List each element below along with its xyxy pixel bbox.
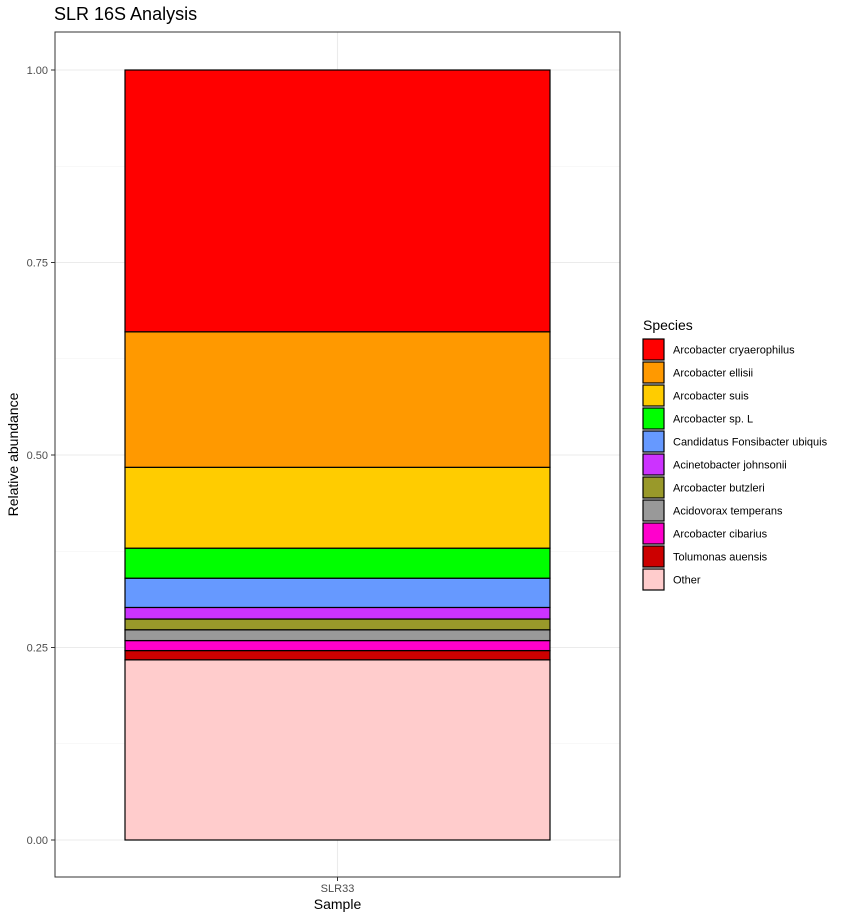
bar-segment-other xyxy=(124,659,551,841)
y-tick-label: 0.50 xyxy=(27,450,48,462)
legend-key xyxy=(642,499,665,522)
bar-segment-tolumonas-auensis xyxy=(124,649,551,661)
chart-title: SLR 16S Analysis xyxy=(54,4,197,24)
bar-segment-arcobacter-sp-l xyxy=(124,547,551,579)
x-axis-title: Sample xyxy=(314,896,362,912)
bar-segment-arcobacter-suis xyxy=(124,466,551,549)
legend-label: Arcobacter cryaerophilus xyxy=(673,345,795,357)
legend-label: Candidatus Fonsibacter ubiquis xyxy=(673,437,828,449)
bar-segment-acinetobacter-johnsonii xyxy=(124,606,551,620)
legend-title: Species xyxy=(643,317,693,333)
legend-key xyxy=(642,338,665,361)
legend-label: Arcobacter suis xyxy=(673,391,749,403)
bar-segment-arcobacter-cryaerophilus xyxy=(124,69,551,333)
y-axis-title: Relative abundance xyxy=(5,392,21,516)
legend-key xyxy=(642,522,665,545)
x-axis: SLR33 xyxy=(321,877,355,895)
bar-segment-candidatus-fonsibacter-ubiquis xyxy=(124,577,551,609)
y-tick-label: 0.00 xyxy=(27,835,48,847)
y-axis: 0.00 0.25 0.50 0.75 1.00 xyxy=(27,65,55,847)
legend-key xyxy=(642,430,665,453)
legend-key xyxy=(642,476,665,499)
legend-label: Arcobacter butzleri xyxy=(673,483,765,495)
bar-segment-arcobacter-butzleri xyxy=(124,618,551,631)
x-tick-label: SLR33 xyxy=(321,883,355,895)
legend-key xyxy=(642,545,665,568)
legend-label: Acidovorax temperans xyxy=(673,506,783,518)
legend-label: Arcobacter cibarius xyxy=(673,529,768,541)
legend-label: Arcobacter ellisii xyxy=(673,368,753,380)
bar-segment-acidovorax-temperans xyxy=(124,629,551,642)
y-tick-label: 1.00 xyxy=(27,65,48,77)
legend-label: Tolumonas auensis xyxy=(673,552,768,564)
bar-segment-arcobacter-ellisii xyxy=(124,331,551,468)
legend-label: Arcobacter sp. L xyxy=(673,414,753,426)
bar-stack xyxy=(124,69,551,841)
legend-key xyxy=(642,407,665,430)
bar-segment-arcobacter-cibarius xyxy=(124,639,551,652)
y-tick-label: 0.25 xyxy=(27,643,48,655)
legend-key xyxy=(642,568,665,591)
legend-key xyxy=(642,384,665,407)
legend-key xyxy=(642,361,665,384)
y-tick-label: 0.75 xyxy=(27,258,48,270)
legend-key xyxy=(642,453,665,476)
legend-label: Other xyxy=(673,575,701,587)
legend: Species Arcobacter cryaerophilus Arcobact… xyxy=(642,317,828,591)
legend-label: Acinetobacter johnsonii xyxy=(673,460,787,472)
